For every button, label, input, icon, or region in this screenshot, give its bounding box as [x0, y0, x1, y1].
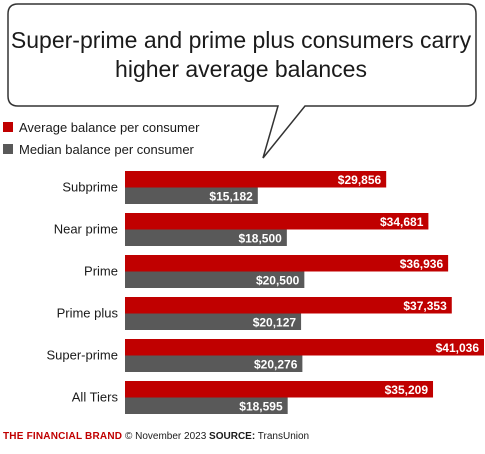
value-label-average-prime: $36,936: [400, 257, 444, 271]
bar-average-prime-plus: [125, 297, 452, 314]
bar-median-prime-plus: [125, 313, 302, 330]
source-label: SOURCE:: [209, 431, 256, 442]
legend-item-median: Median balance per consumer: [3, 141, 194, 157]
category-label-prime: Prime: [84, 264, 118, 279]
bar-average-near-prime: [125, 213, 429, 230]
legend-label-average: Average balance per consumer: [19, 119, 200, 135]
chart-title: Super-prime and prime plus consumers car…: [10, 27, 472, 82]
footer-date: © November 2023: [124, 431, 207, 442]
bar-average-all-tiers: [125, 381, 434, 398]
bar-median-prime: [125, 271, 305, 288]
bar-median-subprime: [125, 187, 258, 204]
value-label-median-near-prime: $18,500: [238, 231, 282, 245]
legend-label-median: Median balance per consumer: [19, 141, 194, 157]
legend-swatch-average: [3, 122, 13, 132]
bar-average-super-prime: [125, 339, 484, 356]
value-label-median-super-prime: $20,276: [254, 357, 298, 371]
value-label-median-all-tiers: $18,595: [239, 399, 283, 413]
category-label-super-prime: Super-prime: [46, 348, 118, 363]
source-name: TransUnion: [257, 431, 310, 442]
category-label-near-prime: Near prime: [54, 222, 118, 237]
footer: THE FINANCIAL BRAND © November 2023 SOUR…: [3, 431, 309, 442]
bar-median-super-prime: [125, 355, 303, 372]
value-label-average-prime-plus: $37,353: [403, 299, 447, 313]
bar-average-prime: [125, 255, 449, 272]
value-label-average-all-tiers: $35,209: [385, 383, 429, 397]
value-label-median-prime-plus: $20,127: [253, 315, 297, 329]
legend-item-average: Average balance per consumer: [3, 119, 199, 135]
value-label-median-subprime: $15,182: [209, 189, 253, 203]
bar-median-near-prime: [125, 229, 287, 246]
bar-median-all-tiers: [125, 397, 288, 414]
category-label-prime-plus: Prime plus: [57, 306, 119, 321]
category-label-subprime: Subprime: [62, 180, 118, 195]
legend-swatch-median: [3, 144, 13, 154]
category-label-all-tiers: All Tiers: [72, 390, 119, 405]
value-label-average-subprime: $29,856: [338, 173, 382, 187]
value-label-average-near-prime: $34,681: [380, 215, 424, 229]
value-label-median-prime: $20,500: [256, 273, 300, 287]
brand-name: THE FINANCIAL BRAND: [3, 431, 123, 442]
bar-average-subprime: [125, 171, 387, 188]
value-label-average-super-prime: $41,036: [436, 341, 480, 355]
